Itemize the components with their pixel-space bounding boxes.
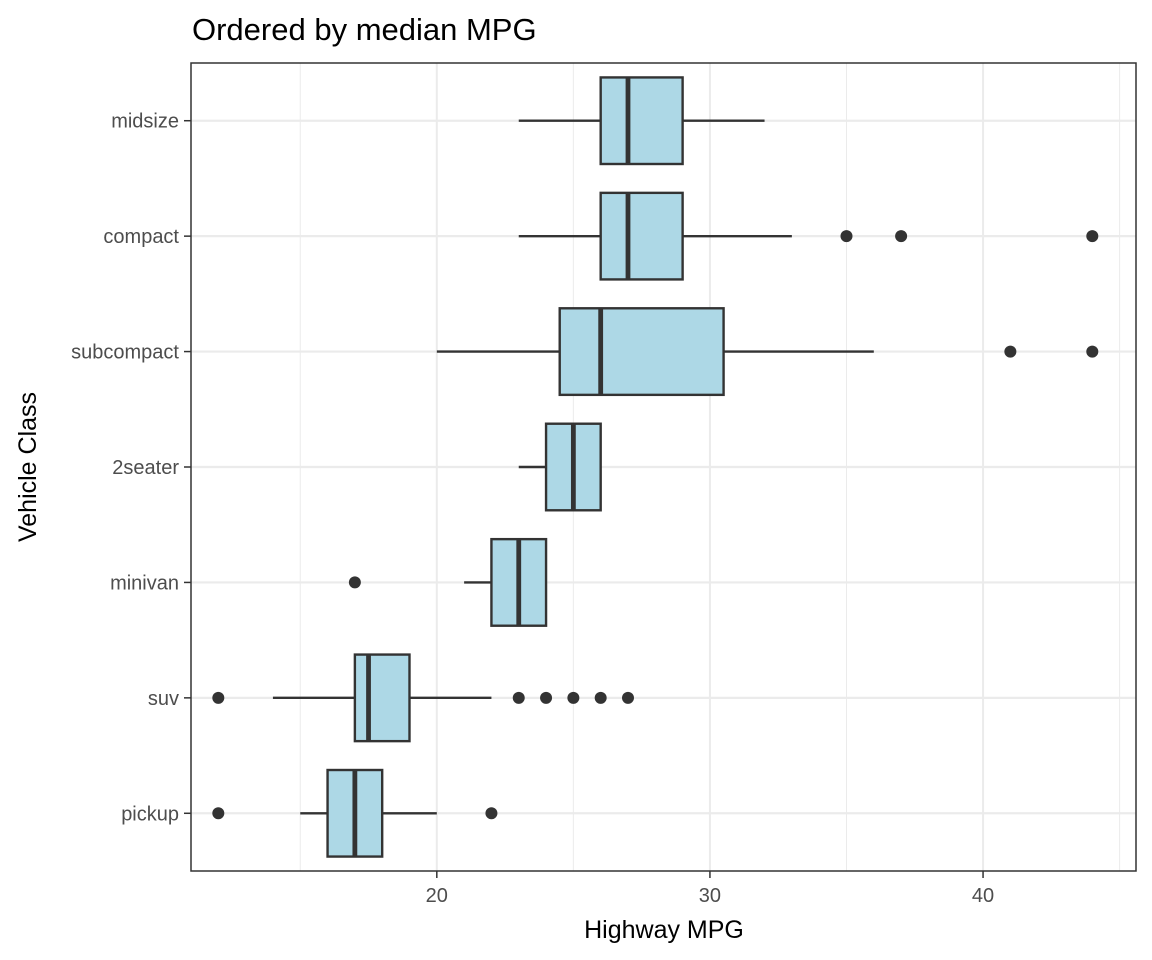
box-suv [212, 653, 634, 743]
outlier-point [895, 230, 908, 243]
y-tick-label: subcompact [71, 342, 179, 364]
outlier-point [212, 807, 225, 820]
y-tick-label: pickup [121, 803, 179, 825]
outlier-point [1004, 345, 1017, 358]
box-minivan [348, 537, 548, 627]
outlier-point [348, 576, 361, 589]
boxes-group [212, 76, 1099, 858]
box-subcompact [436, 307, 1099, 397]
y-tick-label: compact [103, 226, 179, 248]
x-tick-label: 30 [699, 885, 721, 907]
y-tick-label: midsize [111, 111, 179, 133]
box-iqr [599, 76, 684, 166]
outlier-point [840, 230, 853, 243]
box-iqr [599, 191, 684, 281]
outlier-point [540, 691, 553, 704]
box-iqr [353, 653, 411, 743]
outlier-point [567, 691, 580, 704]
outlier-point [621, 691, 634, 704]
x-tick-label: 20 [426, 885, 448, 907]
box-midsize [518, 76, 765, 166]
y-tick-label: suv [148, 688, 179, 710]
chart-title: Ordered by median MPG [192, 12, 537, 47]
x-tick-label: 40 [972, 885, 994, 907]
box-iqr [558, 307, 725, 397]
box-2seater [518, 422, 602, 512]
outlier-point [512, 691, 525, 704]
outlier-point [485, 807, 498, 820]
outlier-point [1086, 230, 1099, 243]
x-axis: 20 30 40 [426, 871, 994, 907]
y-tick-label: minivan [110, 572, 179, 594]
y-axis-title: Vehicle Class [14, 392, 42, 542]
outlier-point [212, 691, 225, 704]
box-pickup [212, 768, 498, 858]
x-axis-title: Highway MPG [584, 916, 744, 944]
y-tick-label: 2seater [112, 457, 179, 479]
outlier-point [594, 691, 607, 704]
box-compact [518, 191, 1099, 281]
y-axis: midsize compact subcompact 2seater minivan su… [71, 111, 191, 825]
outlier-point [1086, 345, 1099, 358]
